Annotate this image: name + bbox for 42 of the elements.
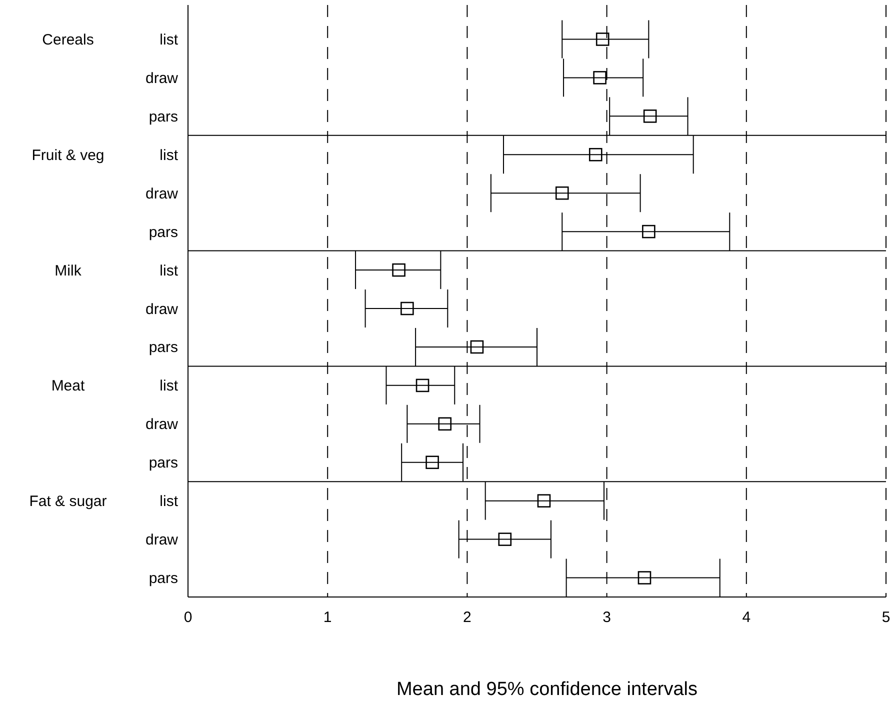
x-tick-label: 2 <box>463 609 472 626</box>
point <box>638 571 652 584</box>
text: Fat & sugar <box>29 493 107 510</box>
text: Cereals <box>42 31 94 48</box>
y-tick-label: pars <box>148 108 178 126</box>
point <box>392 263 406 277</box>
point <box>400 302 414 316</box>
point <box>643 110 657 123</box>
x-axis-title: Mean and 95% confidence intervals <box>396 679 698 700</box>
point <box>588 148 602 162</box>
point <box>470 340 484 354</box>
y-tick-label: pars <box>148 224 178 241</box>
point <box>596 32 610 46</box>
text: Fruit & veg <box>32 146 104 164</box>
x-tick-label: 5 <box>882 609 890 626</box>
point <box>593 71 606 84</box>
y-tick-label: list <box>160 493 179 510</box>
y-tick-label: pars <box>148 339 178 356</box>
point <box>537 494 551 508</box>
y-tick-label: draw <box>145 185 178 202</box>
y-tick-label: list <box>160 262 179 280</box>
y-tick-label: list <box>160 378 179 395</box>
y-tick-label: pars <box>148 570 178 588</box>
point <box>642 224 656 238</box>
y-tick-label: list <box>160 31 179 48</box>
x-tick-label: 3 <box>602 609 611 626</box>
y-tick-label: pars <box>148 454 178 472</box>
y-tick-label: draw <box>145 70 178 87</box>
x-tick-label: 0 <box>184 609 192 626</box>
x-tick-label: 1 <box>323 609 332 626</box>
x-tick-label: 4 <box>742 609 751 626</box>
text: Milk <box>54 262 82 280</box>
point <box>498 532 512 546</box>
y-tick-label: draw <box>145 532 178 549</box>
point <box>426 456 439 470</box>
y-tick-label: list <box>160 146 179 164</box>
y-tick-label: draw <box>145 300 178 318</box>
point <box>416 378 430 392</box>
point <box>438 417 452 431</box>
point <box>555 186 569 200</box>
y-tick-label: draw <box>145 416 178 434</box>
text: Meat <box>51 378 86 395</box>
